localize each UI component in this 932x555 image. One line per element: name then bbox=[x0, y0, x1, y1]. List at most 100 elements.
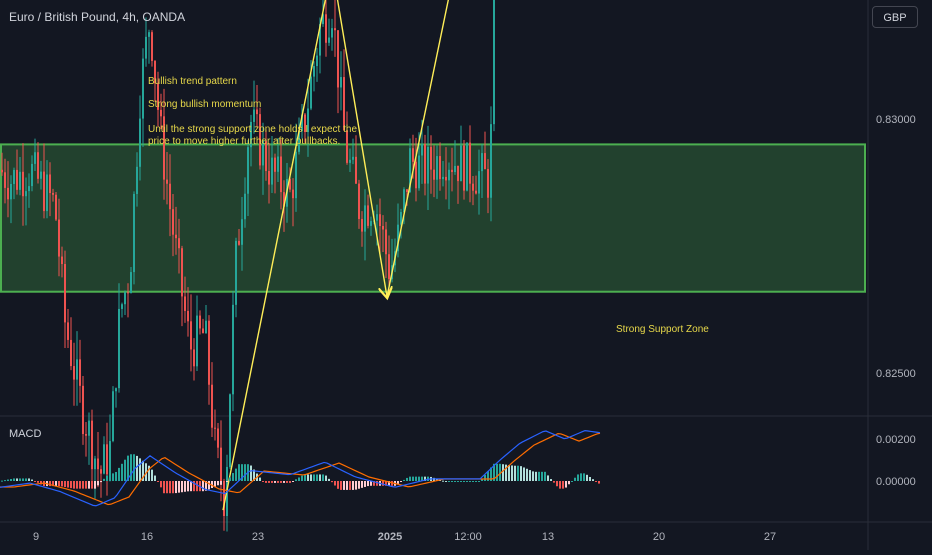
macd-histogram-bar bbox=[424, 476, 426, 481]
macd-histogram-bar bbox=[412, 476, 414, 481]
macd-histogram-bar bbox=[370, 481, 372, 486]
macd-histogram-bar bbox=[133, 454, 135, 481]
trend-arrow bbox=[222, 0, 327, 511]
macd-histogram-bar bbox=[250, 465, 252, 481]
candle-body bbox=[265, 140, 267, 172]
macd-histogram-bar bbox=[142, 460, 144, 481]
candle-body bbox=[490, 124, 492, 198]
macd-histogram-bar bbox=[391, 481, 393, 486]
candle-body bbox=[64, 264, 66, 323]
candle-body bbox=[79, 359, 81, 386]
macd-histogram-bar bbox=[196, 481, 198, 492]
macd-histogram-bar bbox=[523, 467, 525, 481]
candle-body bbox=[355, 156, 357, 184]
candle-body bbox=[154, 60, 156, 84]
candle-body bbox=[388, 254, 390, 280]
annotation-outlook-line1: Until the strong support zone holds I ex… bbox=[148, 124, 358, 135]
candle-body bbox=[106, 444, 108, 475]
candle-body bbox=[397, 224, 399, 252]
candle-body bbox=[133, 193, 135, 273]
candle-body bbox=[223, 483, 225, 516]
candle-body bbox=[169, 183, 171, 210]
macd-histogram-bar bbox=[337, 481, 339, 489]
macd-histogram-bar bbox=[277, 481, 279, 483]
macd-histogram-bar bbox=[571, 481, 573, 482]
macd-histogram-bar bbox=[70, 481, 72, 489]
candle-body bbox=[256, 109, 258, 115]
macd-histogram-bar bbox=[322, 474, 324, 481]
x-tick-label: 20 bbox=[653, 531, 665, 543]
macd-histogram-bar bbox=[181, 481, 183, 493]
macd-histogram-bar bbox=[190, 481, 192, 492]
candle-body bbox=[184, 296, 186, 311]
macd-histogram-bar bbox=[385, 481, 387, 486]
candle-body bbox=[349, 159, 351, 163]
macd-histogram-bar bbox=[376, 481, 378, 486]
macd-histogram-bar bbox=[481, 478, 483, 481]
macd-histogram-bar bbox=[262, 481, 264, 482]
macd-histogram-bar bbox=[34, 481, 36, 482]
candle-body bbox=[136, 166, 138, 194]
macd-histogram-bar bbox=[79, 481, 81, 489]
x-tick-label: 2025 bbox=[378, 531, 402, 543]
macd-histogram-bar bbox=[451, 481, 453, 482]
macd-histogram-bar bbox=[16, 478, 18, 481]
macd-histogram-bar bbox=[421, 476, 423, 481]
macd-histogram-bar bbox=[124, 459, 126, 481]
macd-histogram-bar bbox=[286, 481, 288, 483]
candle-body bbox=[7, 187, 9, 200]
candle-body bbox=[337, 30, 339, 88]
y-tick-label: 0.82500 bbox=[876, 368, 916, 380]
candle-body bbox=[115, 388, 117, 392]
candle-body bbox=[31, 163, 33, 187]
macd-histogram-bar bbox=[175, 481, 177, 494]
macd-histogram-bar bbox=[328, 478, 330, 481]
candle-body bbox=[268, 171, 270, 185]
macd-histogram-bar bbox=[118, 467, 120, 481]
macd-histogram-bar bbox=[145, 463, 147, 481]
macd-histogram-bar bbox=[592, 479, 594, 481]
candle-body bbox=[178, 238, 180, 249]
candle-body bbox=[100, 469, 102, 474]
macd-histogram-bar bbox=[373, 481, 375, 486]
macd-histogram-bar bbox=[271, 481, 273, 483]
candle-body bbox=[445, 176, 447, 181]
macd-histogram-bar bbox=[223, 481, 225, 485]
macd-histogram-bar bbox=[499, 463, 501, 481]
macd-histogram-bar bbox=[130, 454, 132, 481]
candle-body bbox=[1, 169, 3, 173]
currency-button[interactable]: GBP bbox=[872, 6, 918, 28]
candle-body bbox=[166, 179, 168, 184]
candle-body bbox=[58, 219, 60, 257]
macd-histogram-bar bbox=[22, 478, 24, 481]
candle-body bbox=[217, 428, 219, 448]
candle-body bbox=[289, 179, 291, 190]
candle-body bbox=[427, 146, 429, 184]
candle-body bbox=[442, 176, 444, 180]
candle-body bbox=[418, 155, 420, 189]
candle-body bbox=[460, 145, 462, 182]
candle-body bbox=[232, 304, 234, 395]
macd-histogram-bar bbox=[397, 481, 399, 484]
candle-body bbox=[484, 153, 486, 169]
x-tick-label: 27 bbox=[764, 531, 776, 543]
candle-body bbox=[259, 114, 261, 166]
candle-body bbox=[430, 146, 432, 170]
candle-body bbox=[208, 320, 210, 385]
macd-histogram-bar bbox=[400, 481, 402, 482]
candle-body bbox=[364, 205, 366, 232]
macd-histogram-bar bbox=[565, 481, 567, 488]
candle-body bbox=[103, 444, 105, 474]
candle-body bbox=[238, 240, 240, 245]
macd-y-tick-label: 0.00000 bbox=[876, 476, 916, 488]
candle-body bbox=[304, 114, 306, 133]
macd-histogram-bar bbox=[553, 481, 555, 483]
candle-body bbox=[190, 321, 192, 350]
macd-histogram-bar bbox=[25, 478, 27, 481]
candle-body bbox=[409, 148, 411, 192]
macd-histogram-bar bbox=[436, 478, 438, 481]
candle-body bbox=[343, 77, 345, 131]
candle-body bbox=[67, 322, 69, 340]
